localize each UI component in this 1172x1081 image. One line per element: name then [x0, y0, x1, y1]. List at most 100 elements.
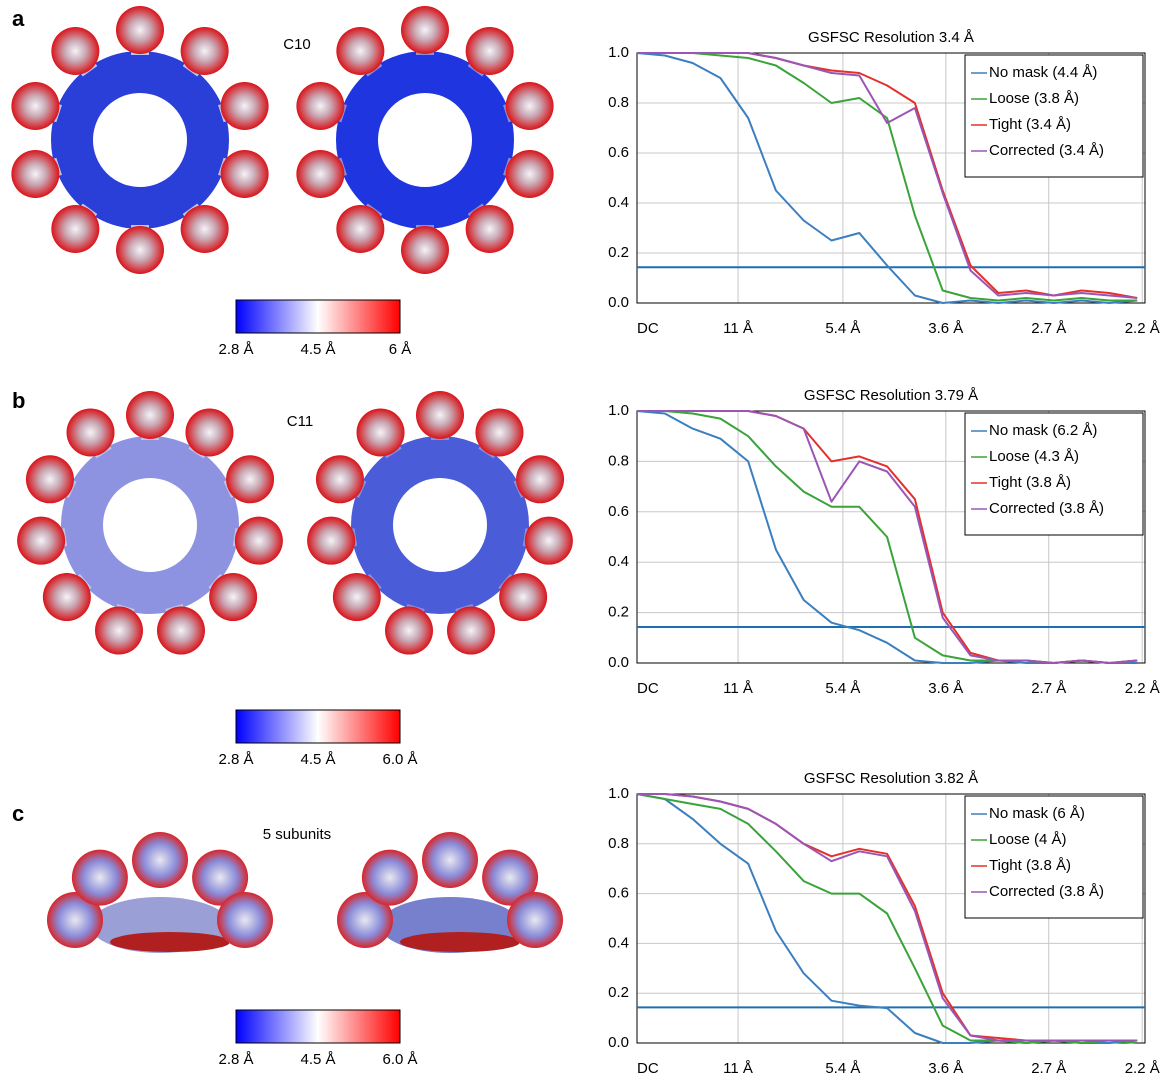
fsc-line	[637, 52, 1138, 302]
legend-box	[964, 795, 1144, 919]
x-tick-label: DC	[637, 680, 659, 697]
legend-label: Corrected (3.8 Å)	[989, 500, 1104, 517]
colorbar-label: 2.8 Å	[218, 1051, 253, 1068]
x-tick-label: 11 Å	[723, 680, 753, 697]
legend-label: Tight (3.4 Å)	[989, 116, 1071, 133]
map-subunit	[465, 204, 514, 253]
map-subunit	[116, 6, 164, 54]
x-tick-label: 11 Å	[723, 320, 753, 337]
map-subunit	[95, 606, 144, 655]
y-tick-label: 0.6	[608, 503, 629, 520]
density-map	[17, 391, 283, 655]
legend-label: Loose (3.8 Å)	[989, 90, 1079, 107]
map-subunit	[505, 149, 554, 198]
x-tick-label: 5.4 Å	[825, 320, 860, 337]
x-tick-label: 5.4 Å	[825, 680, 860, 697]
map-subunit	[499, 573, 548, 622]
legend-label: No mask (4.4 Å)	[989, 64, 1097, 81]
map-subunit	[217, 892, 273, 948]
chart-title: GSFSC Resolution 3.4 Å	[808, 29, 974, 46]
map-subunit	[446, 606, 495, 655]
colorbar	[235, 299, 401, 334]
y-tick-label: 0.6	[608, 885, 629, 902]
x-tick-label: 5.4 Å	[825, 1060, 860, 1077]
legend-label: No mask (6.2 Å)	[989, 422, 1097, 439]
density-map	[11, 6, 269, 274]
plot-frame	[636, 793, 1146, 1044]
map-subunit	[185, 408, 234, 457]
map-foot	[110, 932, 230, 952]
x-tick-label: DC	[637, 1060, 659, 1077]
colorbar-label: 4.5 Å	[300, 341, 335, 358]
map-subunit	[465, 27, 514, 76]
map-subunit	[116, 226, 164, 274]
legend-label: Corrected (3.8 Å)	[989, 883, 1104, 900]
x-tick-label: 2.2 Å	[1125, 1060, 1160, 1077]
map-subunit	[516, 455, 565, 504]
map-subunit	[507, 892, 563, 948]
map-subunit	[47, 892, 103, 948]
x-tick-label: 2.2 Å	[1125, 320, 1160, 337]
map-subunit	[385, 606, 434, 655]
y-tick-label: 0.8	[608, 94, 629, 111]
y-tick-label: 1.0	[608, 44, 629, 61]
legend-box	[964, 412, 1144, 536]
map-subunit	[505, 82, 554, 131]
map-subunit	[234, 516, 283, 565]
fsc-line	[637, 410, 1138, 664]
y-tick-label: 0.6	[608, 144, 629, 161]
panel-letter: a	[12, 6, 25, 31]
legend-box	[964, 54, 1144, 178]
map-subunit	[226, 455, 275, 504]
x-tick-label: 3.6 Å	[928, 320, 963, 337]
fsc-line	[637, 52, 1138, 299]
map-subunit	[11, 149, 60, 198]
x-tick-label: DC	[637, 320, 659, 337]
map-subunit	[192, 849, 249, 906]
map-subunit	[220, 149, 269, 198]
y-tick-label: 0.0	[608, 654, 629, 671]
map-label: C10	[283, 36, 311, 53]
x-tick-label: 2.7 Å	[1031, 320, 1066, 337]
density-map	[337, 832, 563, 953]
y-tick-label: 0.2	[608, 604, 629, 621]
legend-label: Tight (3.8 Å)	[989, 474, 1071, 491]
map-subunit	[336, 27, 385, 76]
colorbar-label: 6 Å	[389, 341, 412, 358]
map-subunit	[209, 573, 258, 622]
panel-letter: b	[12, 388, 25, 413]
map-label: 5 subunits	[263, 826, 331, 843]
map-subunit	[336, 204, 385, 253]
map-subunit	[401, 6, 449, 54]
map-subunit	[180, 27, 229, 76]
map-subunit	[51, 27, 100, 76]
y-tick-label: 0.2	[608, 244, 629, 261]
map-subunit	[126, 391, 174, 439]
map-subunit	[475, 408, 524, 457]
colorbar	[235, 1009, 401, 1044]
map-subunit	[307, 516, 356, 565]
map-inner-ring	[351, 436, 529, 614]
density-map	[296, 6, 554, 274]
map-subunit	[156, 606, 205, 655]
y-tick-label: 1.0	[608, 785, 629, 802]
density-map	[47, 832, 273, 953]
map-subunit	[401, 226, 449, 274]
map-subunit	[25, 455, 74, 504]
y-tick-label: 0.0	[608, 294, 629, 311]
map-label: C11	[287, 413, 313, 430]
map-subunit	[361, 849, 418, 906]
legend-label: Loose (4.3 Å)	[989, 448, 1079, 465]
colorbar-label: 2.8 Å	[218, 751, 253, 768]
legend-label: No mask (6 Å)	[989, 805, 1085, 822]
legend-label: Tight (3.8 Å)	[989, 857, 1071, 874]
map-subunit	[296, 149, 345, 198]
x-tick-label: 11 Å	[723, 1060, 753, 1077]
map-subunit	[42, 573, 91, 622]
map-subunit	[416, 391, 464, 439]
map-subunit	[337, 892, 393, 948]
chart-title: GSFSC Resolution 3.79 Å	[804, 387, 978, 404]
plot-frame	[636, 410, 1146, 664]
map-subunit	[356, 408, 405, 457]
